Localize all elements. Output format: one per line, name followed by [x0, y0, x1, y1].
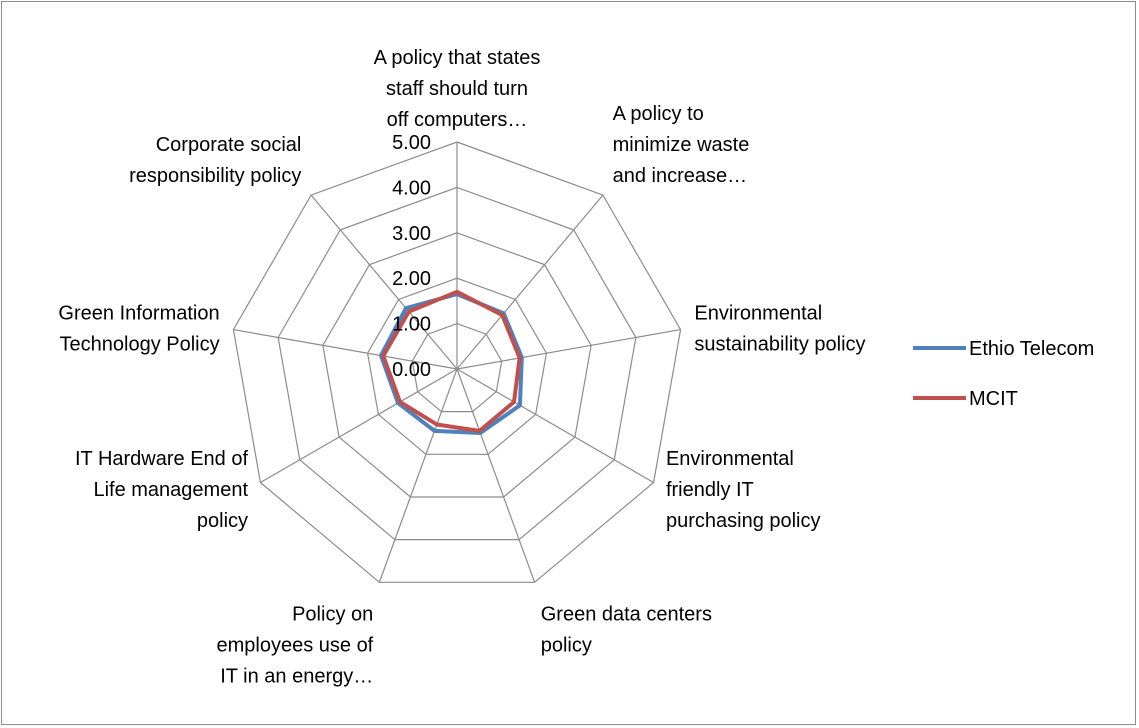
category-labels: A policy that states staff should turn off… — [58, 47, 865, 688]
grid-spoke — [378, 368, 458, 583]
category-label-line: A policy to — [613, 103, 704, 125]
grid-ring — [366, 277, 548, 455]
category-label-line: minimize waste — [613, 134, 750, 156]
grid-spoke — [233, 328, 458, 370]
category-label-line: and increase… — [613, 165, 748, 187]
tick-label: 3.00 — [392, 223, 431, 245]
series-line — [378, 292, 524, 435]
series-line — [381, 289, 522, 433]
legend-label: Ethio Telecom — [969, 338, 1094, 360]
category-label-line: IT in an energy… — [220, 666, 373, 688]
radar-grid — [232, 141, 682, 583]
category-label-line: off computers… — [387, 109, 528, 131]
category-label-line: A policy that states — [374, 47, 541, 69]
category-label-line: Environmental — [694, 302, 822, 324]
grid-ring — [277, 186, 637, 541]
category-label-line: Green Information — [58, 302, 219, 324]
category-label-line: Green data centers — [541, 604, 712, 626]
category-label-line: policy — [541, 635, 592, 657]
tick-label: 1.00 — [392, 314, 431, 336]
tick-label: 0.00 — [392, 359, 431, 381]
category-label: IT Hardware End of Life management policy — [75, 448, 248, 532]
category-label: Green data centers policy — [541, 604, 712, 657]
legend-label: MCIT — [969, 388, 1018, 410]
category-label: Green Information Technology Policy — [58, 302, 219, 355]
grid-spoke — [310, 194, 458, 370]
category-label-line: friendly IT — [666, 479, 754, 501]
category-label-line: purchasing policy — [666, 510, 821, 532]
grid-spoke — [456, 194, 604, 370]
grid-spoke — [260, 368, 458, 484]
grid-spoke — [456, 368, 654, 484]
tick-label: 4.00 — [392, 177, 431, 199]
category-label-line: sustainability policy — [694, 333, 865, 355]
category-label-line: Corporate social — [156, 134, 302, 156]
tick-labels: 0.00 1.00 2.00 3.00 4.00 5.00 — [392, 132, 431, 381]
grid-ring — [232, 141, 682, 583]
category-label: Environmental friendly IT purchasing polic… — [666, 448, 821, 532]
category-label: Environmental sustainability policy — [694, 302, 865, 355]
category-label-line: responsibility policy — [129, 165, 301, 187]
grid-ring — [411, 322, 503, 413]
category-label-line: Life management — [93, 479, 248, 501]
category-label-line: policy — [197, 510, 248, 532]
category-label-line: employees use of — [216, 635, 373, 657]
category-label: A policy that states staff should turn off… — [374, 47, 541, 131]
category-label-line: Technology Policy — [60, 333, 220, 355]
grid-ring — [322, 232, 592, 498]
category-label-line: Policy on — [292, 604, 373, 626]
category-label: Corporate social responsibility policy — [129, 134, 301, 187]
legend: Ethio Telecom MCIT — [913, 338, 1094, 410]
grid-spoke — [456, 328, 681, 370]
category-label-line: staff should turn — [386, 78, 528, 100]
tick-label: 5.00 — [392, 132, 431, 154]
category-label-line: Environmental — [666, 448, 794, 470]
category-label-line: IT Hardware End of — [75, 448, 248, 470]
tick-label: 2.00 — [392, 268, 431, 290]
category-label: A policy to minimize waste and increase… — [613, 103, 750, 187]
grid-spoke — [456, 368, 536, 583]
series-layer — [378, 289, 524, 435]
category-label: Policy on employees use of IT in an energy… — [216, 604, 373, 688]
